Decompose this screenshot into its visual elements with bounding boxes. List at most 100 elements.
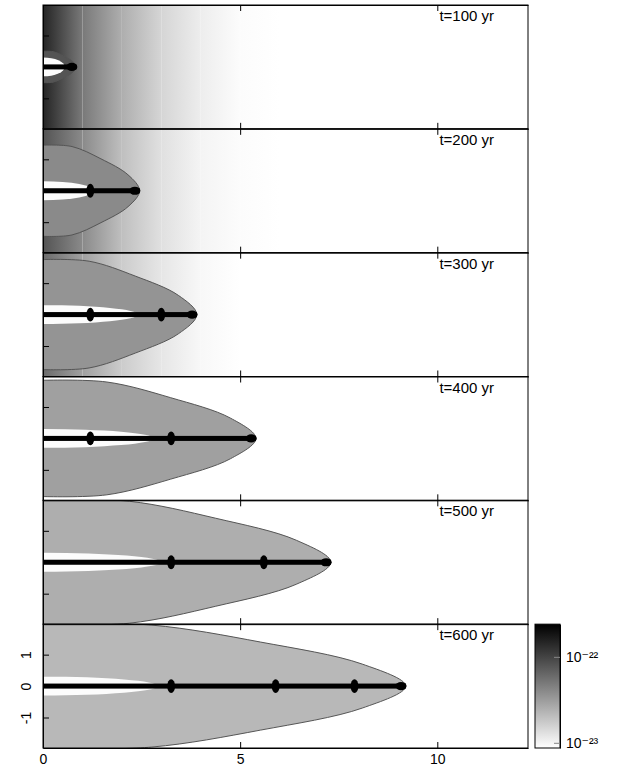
tick [43, 594, 49, 595]
tick [240, 371, 241, 377]
tick [437, 624, 438, 630]
ambient-density [201, 253, 240, 377]
x-tick [437, 624, 438, 630]
knot [157, 308, 165, 322]
x-tick [240, 371, 241, 377]
knot [86, 184, 94, 198]
ambient-density [201, 129, 240, 253]
panel-frame [43, 377, 528, 501]
y-tick-label: 1 [18, 651, 34, 659]
y-tick [43, 283, 49, 284]
panel-title: t=500 yr [439, 502, 494, 519]
x-tick [437, 129, 438, 135]
y-tick [43, 346, 49, 347]
ambient-density [240, 253, 279, 377]
cocoon [43, 380, 256, 497]
y-tick [43, 407, 49, 408]
x-tick [437, 123, 438, 129]
panel-title: t=100 yr [439, 7, 494, 24]
y-tick [43, 470, 49, 471]
background [43, 5, 528, 129]
tick [240, 618, 241, 624]
knot [351, 679, 359, 693]
y-tick [43, 531, 49, 532]
x-tick [240, 624, 241, 630]
panel-frame [43, 129, 528, 253]
knot [167, 432, 175, 446]
y-tick [43, 315, 49, 316]
y-tick [43, 562, 49, 563]
tick [43, 562, 49, 563]
plot-area [43, 377, 528, 501]
axis-line [44, 253, 529, 254]
axis-line [44, 377, 529, 378]
axis-line [560, 625, 561, 749]
ambient-density [240, 129, 279, 253]
panel-title: t=300 yr [439, 255, 494, 272]
tick [240, 494, 241, 500]
x-tick [437, 377, 438, 383]
cocoon [43, 624, 406, 748]
x-tick [240, 494, 241, 500]
x-tick [240, 123, 241, 129]
tick: 10 [430, 742, 446, 767]
tick [43, 315, 49, 316]
y-tick [43, 438, 49, 439]
tick [437, 618, 438, 624]
axis-line [44, 500, 529, 501]
x-tick [240, 253, 241, 259]
y-tick [43, 35, 49, 36]
x-tick [240, 5, 241, 11]
tick [43, 470, 49, 471]
colorbar-axis: 10⁻²²10⁻²³ [554, 625, 599, 751]
ambient-density [82, 5, 121, 129]
panel: t=400 yr [0, 377, 528, 501]
tick [437, 377, 438, 383]
plot-area [43, 129, 528, 253]
x-tick [240, 377, 241, 383]
x-tick [437, 253, 438, 259]
y-axis [43, 6, 49, 130]
tick [43, 67, 49, 68]
beam [43, 312, 197, 317]
cocoon [43, 51, 77, 83]
bow-shock [396, 682, 407, 690]
y-axis [43, 129, 49, 253]
knot [167, 555, 175, 569]
tick [240, 129, 241, 135]
tick [43, 35, 49, 36]
tick [437, 129, 438, 135]
figure: t=100 yr t=200 yr t=300 yr t=400 yrt=500 yr… [0, 0, 638, 780]
axis-line [44, 5, 529, 6]
tick [437, 253, 438, 259]
panel: t=100 yr [21, 5, 528, 129]
y-tick [43, 655, 49, 656]
beam [43, 436, 256, 441]
colorbar: 10⁻²²10⁻²³ [535, 624, 599, 751]
x-tick-label: 5 [237, 751, 245, 767]
tick [43, 346, 49, 347]
tick [437, 123, 438, 129]
knot [272, 679, 280, 693]
colorbar-tick [554, 743, 560, 744]
tick [43, 191, 49, 192]
knot [260, 555, 268, 569]
plot-area [43, 624, 528, 748]
y-axis [43, 501, 49, 625]
x-tick [437, 742, 438, 748]
axis-line [44, 500, 529, 501]
x-tick [240, 247, 241, 253]
y-tick [43, 191, 49, 192]
x-tick [437, 618, 438, 624]
background [43, 253, 528, 377]
tick [437, 247, 438, 253]
y-axis [43, 253, 49, 377]
panel: t=200 yr [0, 129, 528, 253]
y-axis: -101 [18, 625, 49, 749]
x-tick [437, 500, 438, 506]
y-tick [43, 686, 49, 687]
background [43, 129, 528, 253]
panel: t=300 yr [0, 253, 529, 377]
tick: 10⁻²² [554, 649, 599, 665]
x-tick [437, 5, 438, 11]
